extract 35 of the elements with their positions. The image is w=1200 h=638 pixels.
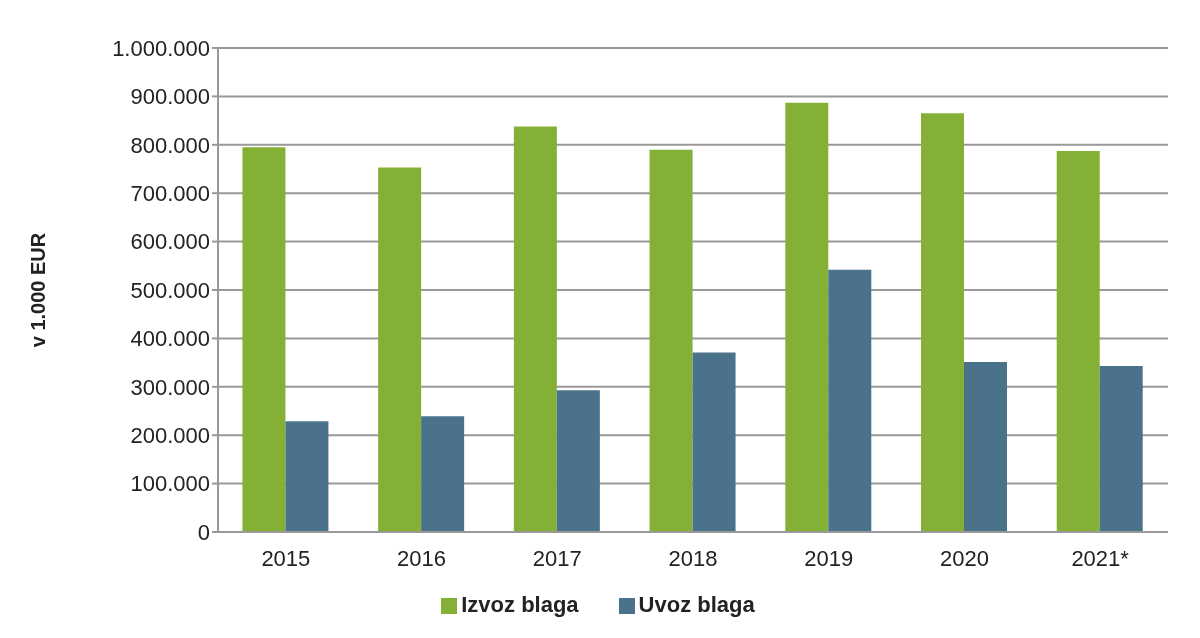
x-tick-label: 2019 (804, 545, 854, 571)
y-tick-label: 1.000.000 (112, 35, 210, 61)
y-tick-label: 200.000 (130, 423, 210, 449)
bar (921, 113, 964, 532)
y-tick-label: 700.000 (130, 181, 210, 207)
y-axis-title: v 1.000 EUR (27, 232, 50, 348)
bar (649, 149, 693, 532)
bar (242, 147, 286, 532)
x-tick-label: 2016 (397, 545, 447, 571)
bar (785, 102, 829, 532)
y-tick-label: 800.000 (130, 132, 210, 158)
legend-label: Izvoz blaga (461, 592, 579, 617)
x-tick-label: 2017 (532, 545, 582, 571)
bar (421, 416, 465, 532)
y-tick-label: 100.000 (130, 471, 210, 497)
y-tick-label: 0 (197, 519, 210, 545)
x-tick-label: 2020 (939, 545, 989, 571)
legend-label: Uvoz blaga (638, 592, 755, 617)
bar (964, 362, 1007, 532)
bar (378, 167, 422, 532)
bar (1056, 151, 1100, 532)
bar (1099, 365, 1143, 532)
y-tick-label: 600.000 (130, 229, 210, 255)
y-tick-label: 300.000 (130, 374, 210, 400)
x-tick-label: 2021* (1071, 545, 1130, 571)
bar (513, 126, 557, 532)
bar (828, 269, 872, 532)
y-tick-label: 400.000 (130, 326, 210, 352)
x-tick-label: 2018 (668, 545, 718, 571)
bar (692, 352, 736, 532)
x-tick-label: 2015 (261, 545, 311, 571)
y-tick-label: 900.000 (130, 84, 210, 110)
bar (556, 390, 600, 532)
y-tick-label: 500.000 (130, 277, 210, 303)
bar (285, 421, 329, 532)
